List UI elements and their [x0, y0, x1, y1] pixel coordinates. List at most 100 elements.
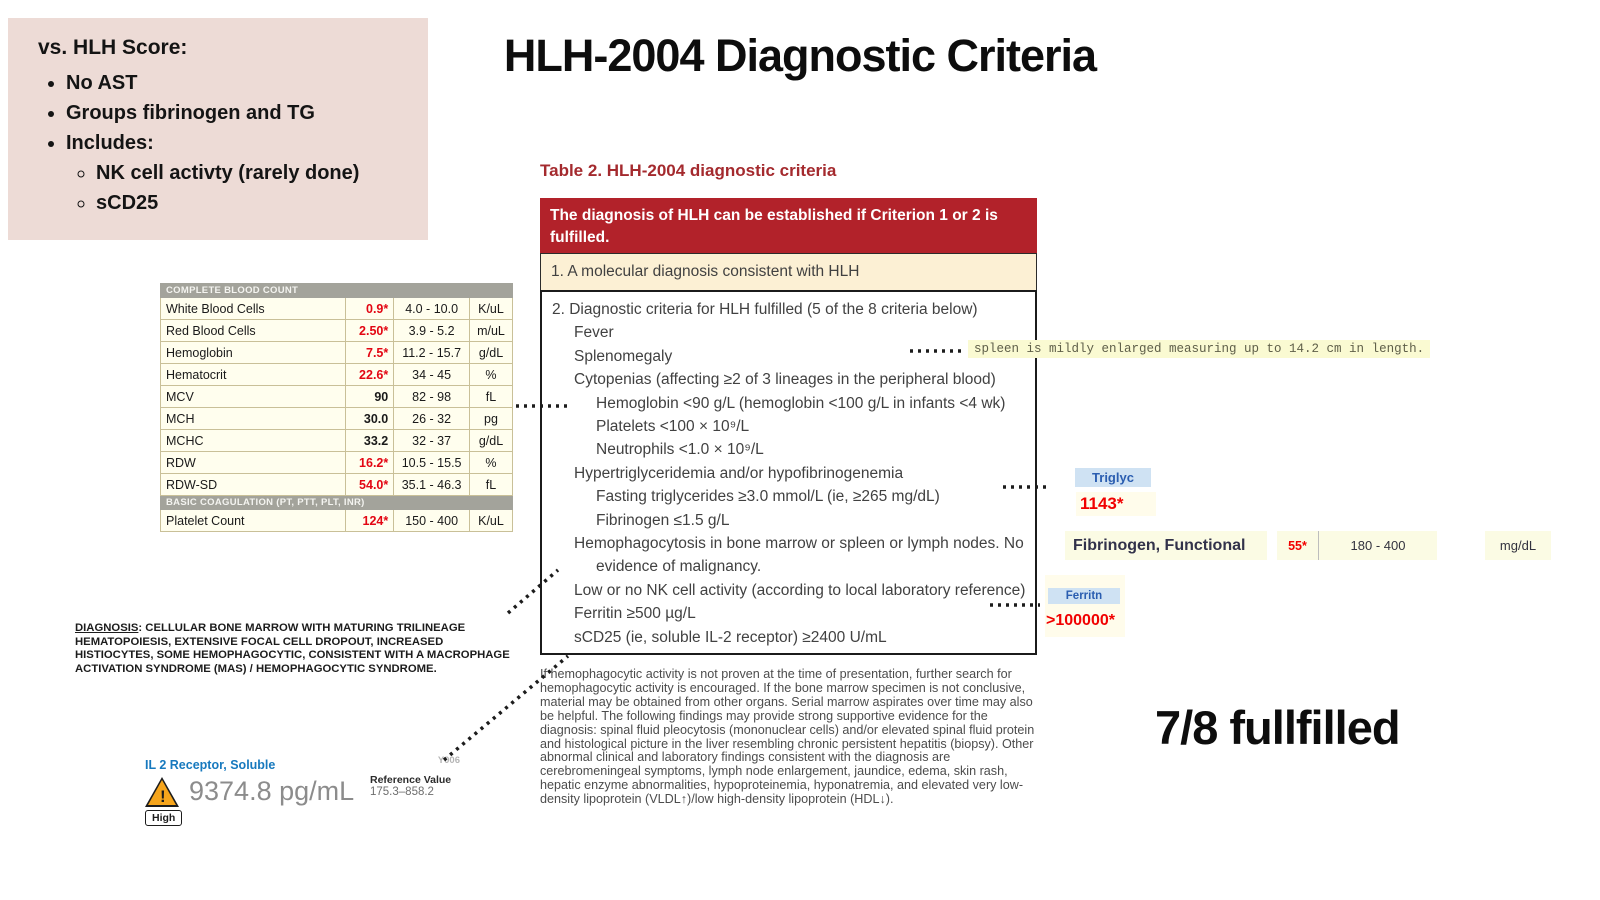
- cbc-test-unit: pg: [468, 407, 514, 430]
- criteria-item: 2. Diagnostic criteria for HLH fulfilled…: [552, 301, 978, 318]
- cbc-test-range: 82 - 98: [393, 385, 470, 408]
- table-row: MCHC 33.2 32 - 37 g/dL: [159, 429, 514, 452]
- criteria-item: Fasting triglycerides ≥3.0 mmol/L (ie, ≥…: [596, 488, 940, 506]
- cbc-test-value: 7.5*: [345, 341, 395, 364]
- table-row: Platelet Count 124* 150 - 400 K/uL: [159, 509, 514, 532]
- criteria-item: Fever: [574, 324, 614, 342]
- cbc-test-value: 0.9*: [345, 297, 395, 320]
- table-row: MCH 30.0 26 - 32 pg: [159, 407, 514, 430]
- fibrinogen-label: Fibrinogen, Functional: [1065, 531, 1267, 560]
- note-sub-bullet: sCD25: [96, 188, 418, 218]
- cbc-test-value: 16.2*: [345, 451, 395, 474]
- cbc-test-range: 26 - 32: [393, 407, 470, 430]
- cbc-test-value: 124*: [345, 509, 395, 532]
- cbc-test-name: Red Blood Cells: [159, 319, 347, 342]
- cbc-test-name: RDW: [159, 451, 347, 474]
- criteria-item: Splenomegaly: [574, 347, 673, 365]
- cbc-test-value: 54.0*: [345, 473, 395, 496]
- high-flag-badge: High: [145, 810, 183, 826]
- bone-marrow-diagnosis: DIAGNOSIS: CELLULAR BONE MARROW WITH MAT…: [75, 622, 523, 676]
- il2-value: 9374.8 pg/mL: [189, 776, 355, 806]
- cbc-test-unit: K/uL: [468, 297, 514, 320]
- table-row: White Blood Cells 0.9* 4.0 - 10.0 K/uL: [159, 297, 514, 320]
- cbc-test-value: 22.6*: [345, 363, 395, 386]
- cbc-test-name: MCH: [159, 407, 347, 430]
- cbc-table-body: COMPLETE BLOOD COUNT White Blood Cells 0.9…: [159, 283, 514, 532]
- criteria-table-caption: Table 2. HLH-2004 diagnostic criteria: [540, 161, 837, 180]
- hlh-score-note: vs. HLH Score: No AST Groups fibrinogen …: [8, 18, 428, 240]
- triglycerides-label: Triglyc: [1075, 468, 1151, 487]
- note-sub-bullet-list: NK cell activty (rarely done) sCD25: [96, 158, 418, 218]
- cbc-section-label: COMPLETE BLOOD COUNT: [160, 283, 513, 298]
- page-title: HLH-2004 Diagnostic Criteria: [503, 30, 1097, 81]
- criteria-list: 2. Diagnostic criteria for HLH fulfilled…: [540, 290, 1037, 655]
- cbc-test-range: 32 - 37: [393, 429, 470, 452]
- cbc-test-name: Platelet Count: [159, 509, 347, 532]
- cbc-test-name: White Blood Cells: [159, 297, 347, 320]
- cbc-test-name: Hematocrit: [159, 363, 347, 386]
- cbc-test-value: 90: [345, 385, 395, 408]
- criteria-item: Hemophagocytosis in bone marrow or splee…: [574, 535, 1024, 576]
- il2-label: IL 2 Receptor, Soluble: [145, 758, 276, 772]
- table-row: MCV 90 82 - 98 fL: [159, 385, 514, 408]
- cbc-test-name: MCV: [159, 385, 347, 408]
- il2-reference-block: Y006 Reference Value 175.3–858.2: [370, 755, 460, 798]
- ferritin-highlight: [1045, 575, 1125, 637]
- il2-code: Y006: [437, 755, 460, 766]
- cbc-test-unit: m/uL: [468, 319, 514, 342]
- criteria-item: Low or no NK cell activity (according to…: [574, 581, 1026, 599]
- criteria-item: Neutrophils <1.0 × 10⁹/L: [596, 441, 764, 459]
- cbc-section-row: BASIC COAGULATION (PT, PTT, PLT, INR): [160, 495, 513, 510]
- cbc-test-range: 150 - 400: [393, 509, 470, 532]
- spleen-annotation: spleen is mildly enlarged measuring up t…: [968, 340, 1431, 358]
- fibrinogen-range: 180 - 400: [1319, 531, 1437, 560]
- cbc-test-unit: fL: [468, 473, 514, 496]
- cbc-test-unit: %: [468, 363, 514, 386]
- note-bullet: Includes:: [66, 128, 418, 158]
- ferritin-label: Ferritn: [1048, 588, 1120, 604]
- il2-reference-label: Reference Value: [370, 774, 452, 786]
- fibrinogen-value: 55*: [1277, 531, 1319, 560]
- cbc-test-name: MCHC: [159, 429, 347, 452]
- cbc-test-unit: g/dL: [468, 429, 514, 452]
- cbc-test-unit: K/uL: [468, 509, 514, 532]
- note-sub-bullet: NK cell activty (rarely done): [96, 158, 418, 188]
- criteria-item: Hemoglobin <90 g/L (hemoglobin <100 g/L …: [596, 394, 1006, 412]
- cbc-test-range: 3.9 - 5.2: [393, 319, 470, 342]
- note-bullet: Groups fibrinogen and TG: [66, 98, 418, 128]
- il2-reference-value: 175.3–858.2: [370, 786, 434, 798]
- cbc-test-unit: %: [468, 451, 514, 474]
- cbc-section-label: BASIC COAGULATION (PT, PTT, PLT, INR): [160, 495, 513, 510]
- note-title: vs. HLH Score:: [38, 36, 188, 59]
- table-row: Hematocrit 22.6* 34 - 45%: [159, 363, 514, 386]
- diagnosis-label: DIAGNOSIS: [75, 622, 139, 634]
- fibrinogen-unit: mg/dL: [1485, 531, 1551, 560]
- cbc-test-range: 11.2 - 15.7: [393, 341, 470, 364]
- cbc-section-row: COMPLETE BLOOD COUNT: [160, 283, 513, 298]
- criteria-item: Ferritin ≥500 µg/L: [574, 605, 696, 623]
- diagnosis-text: : CELLULAR BONE MARROW WITH MATURING TRI…: [75, 622, 510, 675]
- note-bullet-list: No AST Groups fibrinogen and TG Includes…: [66, 68, 418, 218]
- cbc-test-range: 34 - 45: [393, 363, 470, 386]
- criterion-1-row: 1. A molecular diagnosis consistent with…: [540, 253, 1037, 290]
- cbc-test-value: 33.2: [345, 429, 395, 452]
- fibrinogen-spacer: [1437, 531, 1485, 560]
- cbc-test-range: 35.1 - 46.3: [393, 473, 470, 496]
- il2-receptor-result: IL 2 Receptor, Soluble ! 9374.8 pg/mL Hi…: [145, 758, 445, 826]
- criteria-item: Platelets <100 × 10⁹/L: [596, 418, 750, 436]
- warning-triangle-icon: !: [145, 776, 179, 807]
- cbc-test-range: 4.0 - 10.0: [393, 297, 470, 320]
- criteria-item: Cytopenias (affecting ≥2 of 3 lineages i…: [574, 371, 996, 389]
- note-bullet: No AST: [66, 68, 418, 98]
- cbc-test-unit: fL: [468, 385, 514, 408]
- table-row: Red Blood Cells 2.50* 3.9 - 5.2 m/uL: [159, 319, 514, 342]
- table-row: RDW-SD 54.0* 35.1 - 46.3 fL: [159, 473, 514, 496]
- criteria-table-header: The diagnosis of HLH can be established …: [540, 198, 1037, 253]
- fibrinogen-result-row: Fibrinogen, Functional 55* 180 - 400 mg/…: [1065, 531, 1551, 560]
- cbc-test-name: RDW-SD: [159, 473, 347, 496]
- criteria-item: Hypertriglyceridemia and/or hypofibrinog…: [574, 464, 904, 482]
- triglycerides-value: 1143*: [1076, 492, 1156, 516]
- cbc-test-value: 2.50*: [345, 319, 395, 342]
- criteria-item: sCD25 (ie, soluble IL-2 receptor) ≥2400 …: [574, 628, 887, 646]
